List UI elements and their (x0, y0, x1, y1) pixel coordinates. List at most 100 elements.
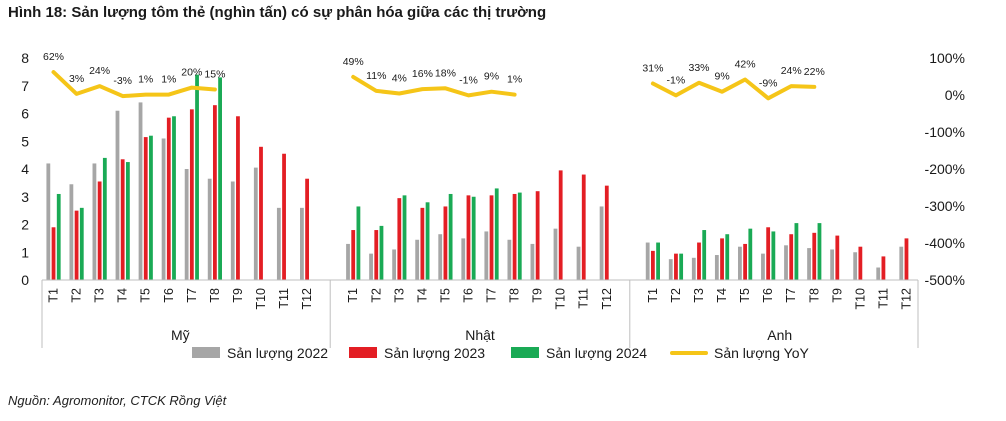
bar-Mỹ-T8-Sản lượng 2022 (207, 178, 212, 280)
y-right-tick-0%: 0% (945, 87, 965, 103)
y-right-tick-100%: 100% (929, 50, 965, 66)
yoy-label-Mỹ-T8: 15% (204, 69, 225, 81)
bar-Anh-T5-Sản lượng 2022 (738, 246, 742, 280)
bar-Anh-T2-Sản lượng 2024 (679, 253, 684, 280)
bar-Mỹ-T4-Sản lượng 2023 (120, 159, 125, 280)
bar-Anh-T4-Sản lượng 2022 (714, 255, 719, 280)
bar-Mỹ-T3-Sản lượng 2023 (97, 181, 102, 280)
legend-swatch-1 (349, 347, 377, 358)
bar-Mỹ-T12-Sản lượng 2023 (305, 178, 310, 280)
yoy-label-Anh-T8: 22% (804, 66, 825, 78)
y-right-tick--400%: -400% (925, 235, 965, 251)
bar-Nhật-T12-Sản lượng 2023 (604, 185, 609, 280)
bar-Nhật-T4-Sản lượng 2024 (425, 202, 430, 280)
yoy-line-Mỹ (51, 70, 217, 99)
bar-Anh-T5-Sản lượng 2023 (743, 243, 748, 280)
x-tick-Anh-T5: T5 (738, 288, 752, 303)
bar-Mỹ-T6-Sản lượng 2024 (172, 116, 176, 281)
bar-Nhật-T3-Sản lượng 2024 (402, 195, 407, 280)
bar-Anh-T4-Sản lượng 2023 (720, 238, 724, 281)
bar-Anh-T11-Sản lượng 2023 (881, 256, 886, 280)
bar-Anh-T6-Sản lượng 2023 (766, 227, 771, 280)
bar-Anh-T8-Sản lượng 2022 (807, 248, 811, 280)
bar-Nhật-T5-Sản lượng 2022 (438, 234, 443, 280)
y-right-tick--200%: -200% (925, 161, 965, 177)
legend-swatch-0 (192, 347, 220, 358)
bar-Anh-T2-Sản lượng 2023 (674, 253, 678, 280)
bar-Anh-T9-Sản lượng 2022 (830, 249, 835, 280)
bar-Mỹ-T8-Sản lượng 2024 (218, 77, 222, 281)
group-label-Anh: Anh (767, 327, 792, 343)
yoy-label-Nhật-T1: 49% (343, 56, 364, 68)
bar-Anh-T9-Sản lượng 2023 (835, 235, 840, 280)
bar-Mỹ-T6-Sản lượng 2023 (166, 117, 171, 280)
x-tick-Mỹ-T3: T3 (93, 288, 107, 303)
bar-Mỹ-T10-Sản lượng 2022 (253, 167, 258, 280)
bar-Nhật-T3-Sản lượng 2022 (392, 249, 397, 280)
yoy-label-Anh-T6: -9% (759, 77, 778, 89)
bar-Nhật-T4-Sản lượng 2022 (415, 239, 420, 280)
yoy-label-Mỹ-T7: 20% (181, 67, 202, 79)
bar-Nhật-T3-Sản lượng 2023 (397, 198, 402, 280)
bar-Anh-T10-Sản lượng 2022 (853, 252, 858, 280)
yoy-label-Anh-T1: 31% (642, 63, 663, 75)
bar-Mỹ-T2-Sản lượng 2022 (69, 184, 74, 280)
bar-Mỹ-T12-Sản lượng 2022 (300, 207, 304, 280)
x-tick-Mỹ-T6: T6 (162, 288, 176, 303)
x-tick-Anh-T4: T4 (715, 288, 729, 303)
bar-Mỹ-T7-Sản lượng 2023 (189, 109, 194, 280)
x-tick-Anh-T1: T1 (646, 288, 660, 303)
yoy-label-Mỹ-T2: 3% (69, 73, 84, 85)
x-tick-Mỹ-T4: T4 (116, 288, 130, 303)
bar-Nhật-T6-Sản lượng 2023 (466, 195, 471, 280)
legend-label-0: Sản lượng 2022 (227, 345, 328, 361)
x-tick-Anh-T7: T7 (784, 288, 798, 303)
bar-Mỹ-T5-Sản lượng 2022 (138, 102, 143, 281)
x-tick-Anh-T6: T6 (761, 288, 775, 303)
bar-Nhật-T8-Sản lượng 2023 (512, 193, 517, 280)
x-tick-Nhật-T6: T6 (462, 288, 476, 303)
y-left-tick-2: 2 (21, 217, 29, 233)
bar-Nhật-T4-Sản lượng 2023 (420, 207, 425, 280)
legend-label-1: Sản lượng 2023 (384, 345, 485, 361)
x-tick-Nhật-T2: T2 (369, 288, 383, 303)
y-left-tick-0: 0 (21, 272, 29, 288)
yoy-label-Nhật-T8: 1% (507, 74, 522, 86)
x-tick-Nhật-T4: T4 (415, 288, 429, 303)
bar-Nhật-T5-Sản lượng 2024 (448, 193, 453, 280)
bar-Nhật-T11-Sản lượng 2023 (581, 174, 586, 280)
x-tick-Mỹ-T5: T5 (139, 288, 153, 303)
bar-Anh-T10-Sản lượng 2023 (858, 246, 863, 280)
bar-Mỹ-T4-Sản lượng 2024 (125, 162, 130, 280)
x-tick-Anh-T8: T8 (807, 288, 821, 303)
bar-Anh-T1-Sản lượng 2023 (650, 250, 655, 280)
bar-Nhật-T5-Sản lượng 2023 (443, 206, 448, 280)
yoy-label-Anh-T3: 33% (688, 62, 709, 74)
bar-Mỹ-T10-Sản lượng 2023 (259, 146, 263, 280)
x-tick-Anh-T12: T12 (900, 288, 914, 310)
x-tick-Anh-T2: T2 (669, 288, 683, 303)
x-tick-Nhật-T11: T11 (577, 288, 591, 309)
bar-Anh-T7-Sản lượng 2023 (789, 234, 794, 280)
bar-Mỹ-T6-Sản lượng 2022 (161, 138, 166, 280)
x-tick-Anh-T9: T9 (830, 288, 844, 303)
bar-Mỹ-T5-Sản lượng 2023 (143, 137, 148, 280)
bar-Anh-T8-Sản lượng 2024 (817, 223, 822, 280)
x-tick-Anh-T10: T10 (853, 288, 867, 310)
chart-source: Nguồn: Agromonitor, CTCK Rồng Việt (8, 393, 227, 408)
bar-Mỹ-T2-Sản lượng 2023 (74, 210, 79, 281)
bar-Anh-T7-Sản lượng 2024 (794, 223, 799, 280)
legend-label-2: Sản lượng 2024 (546, 345, 647, 361)
bar-Nhật-T10-Sản lượng 2022 (553, 228, 558, 280)
yoy-label-Anh-T7: 24% (781, 65, 802, 77)
bar-Anh-T3-Sản lượng 2022 (691, 257, 696, 280)
y-right-tick--100%: -100% (925, 124, 965, 140)
bar-Anh-T11-Sản lượng 2022 (876, 267, 881, 280)
x-tick-Nhật-T3: T3 (392, 288, 406, 303)
x-tick-Mỹ-T9: T9 (231, 288, 245, 303)
x-tick-Mỹ-T7: T7 (185, 288, 199, 303)
yoy-label-Mỹ-T5: 1% (138, 74, 153, 86)
yoy-label-Nhật-T6: -1% (459, 74, 478, 86)
y-left-tick-7: 7 (21, 78, 29, 94)
bar-Nhật-T2-Sản lượng 2023 (374, 230, 379, 280)
